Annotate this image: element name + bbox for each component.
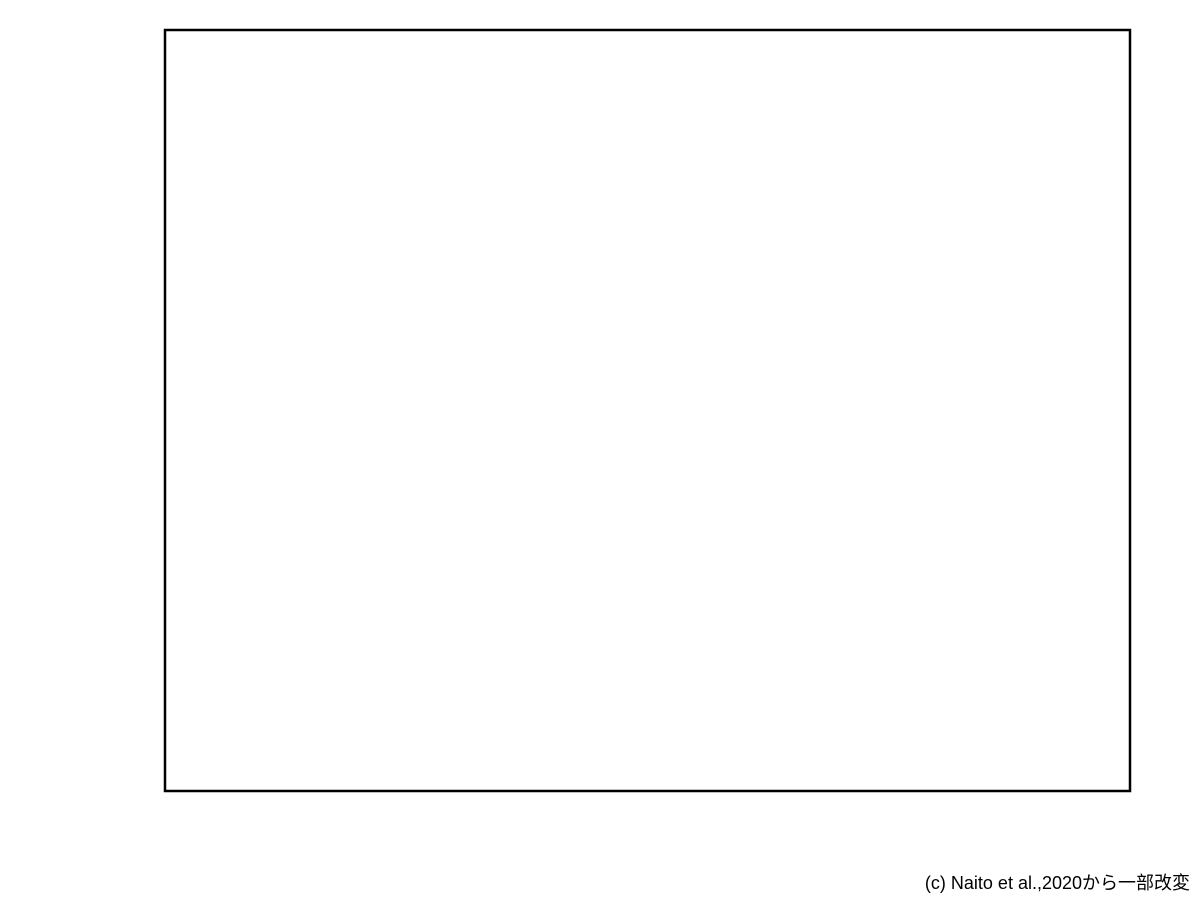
credit-text: (c) Naito et al.,2020から一部改変: [921, 867, 1194, 897]
dose-chart: [0, 0, 1200, 901]
